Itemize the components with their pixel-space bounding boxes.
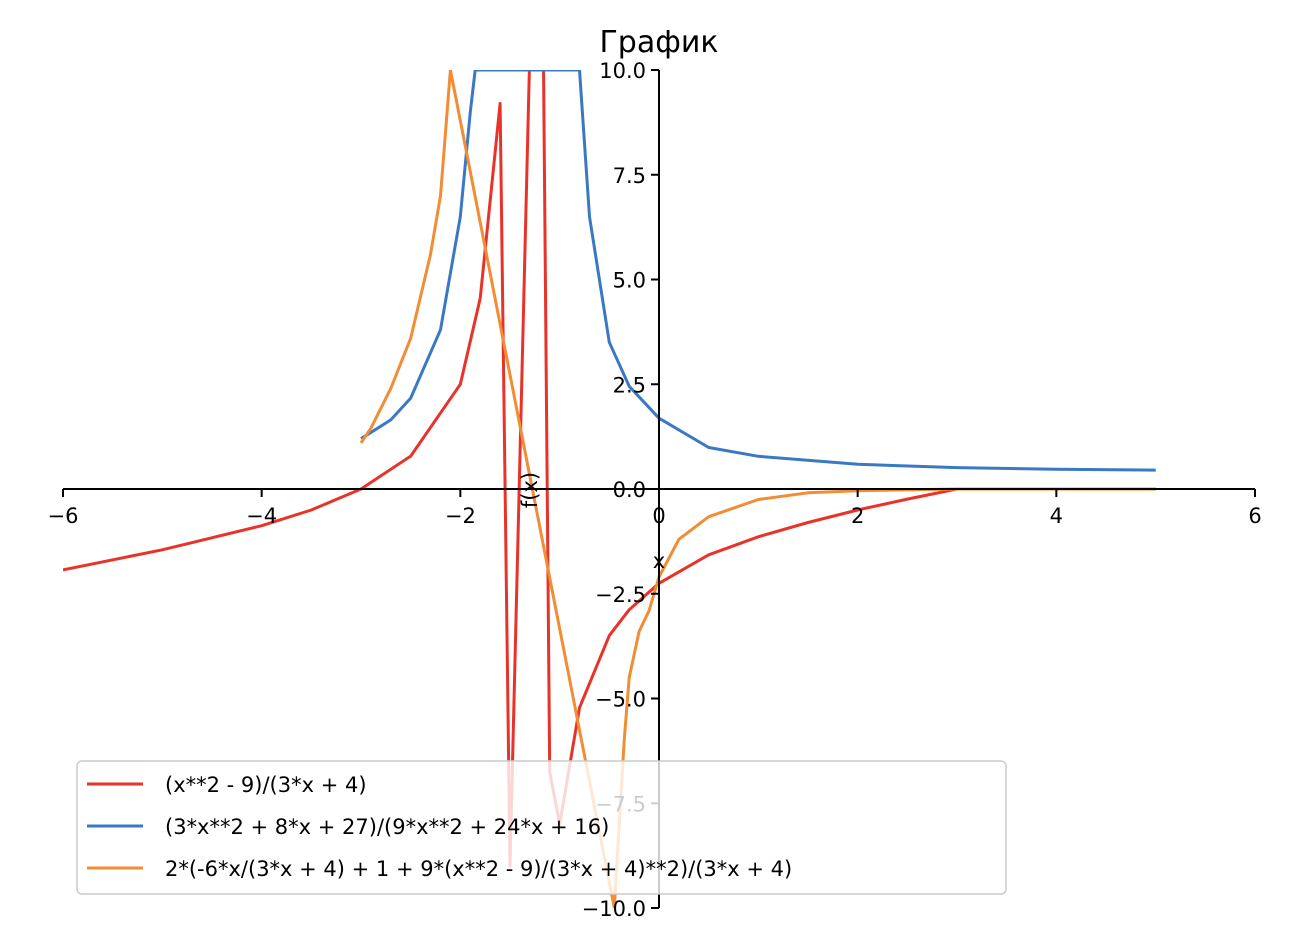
x-tick-label: 2 — [851, 504, 864, 528]
chart-title: График — [600, 25, 719, 60]
y-tick-label: −10.0 — [582, 897, 646, 921]
x-tick-label: 4 — [1050, 504, 1063, 528]
legend-entry-0: (x**2 - 9)/(3*x + 4) — [165, 773, 367, 797]
legend: (x**2 - 9)/(3*x + 4) (3*x**2 + 8*x + 27)/… — [76, 760, 1007, 895]
y-tick-label: −5.0 — [595, 688, 646, 712]
y-tick-label: 5.0 — [613, 269, 646, 293]
legend-entry-2: 2*(-6*x/(3*x + 4) + 1 + 9*(x**2 - 9)/(3*… — [165, 857, 792, 881]
x-tick-label: −2 — [445, 504, 476, 528]
series-line-0 — [63, 70, 958, 868]
legend-entry-1: (3*x**2 + 8*x + 27)/(9*x**2 + 24*x + 16) — [165, 815, 609, 839]
x-tick-label: −6 — [48, 504, 79, 528]
y-axis-label: f(x) — [518, 472, 542, 508]
series-line-2 — [359, 70, 1156, 908]
y-tick-label: 2.5 — [613, 373, 646, 397]
series-line-1 — [360, 70, 1156, 472]
axes-layer: −6−4−20246−10.0−7.5−5.0−2.50.02.55.07.51… — [48, 59, 1262, 921]
y-tick-label: 10.0 — [599, 59, 646, 83]
legend-box — [76, 760, 1007, 895]
x-tick-label: −4 — [246, 504, 277, 528]
x-tick-label: 0 — [652, 504, 665, 528]
y-tick-label: 7.5 — [613, 164, 646, 188]
y-tick-label: −2.5 — [595, 583, 646, 607]
y-tick-label: 0.0 — [613, 478, 646, 502]
x-axis-label: x — [653, 549, 665, 573]
x-tick-label: 6 — [1248, 504, 1261, 528]
